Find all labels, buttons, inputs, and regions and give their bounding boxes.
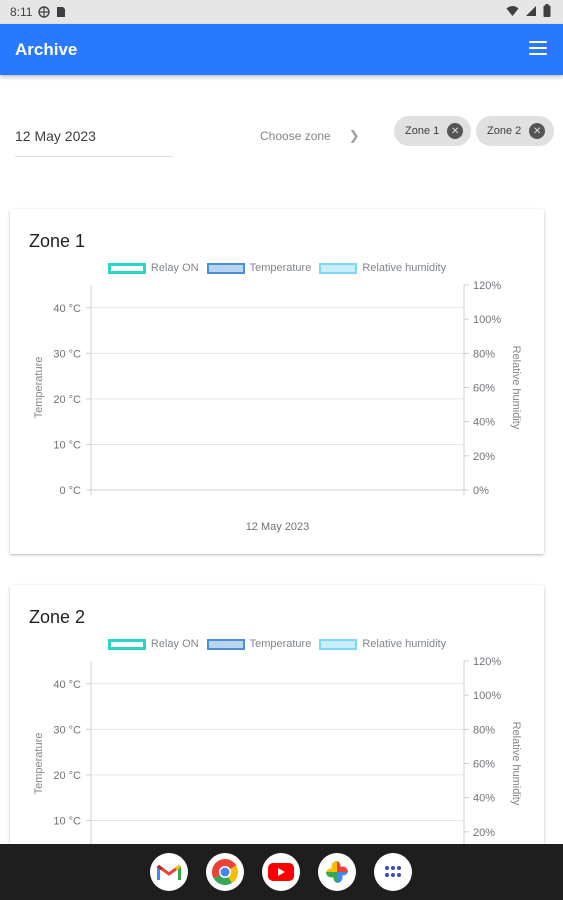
y2-tick-label: 60% <box>473 383 495 395</box>
y-tick-label: 0 °C <box>59 485 81 497</box>
legend-label: Temperature <box>249 262 312 274</box>
photos-icon[interactable] <box>318 853 356 891</box>
card-title: Zone 1 <box>29 231 86 251</box>
data-saver-icon <box>38 6 51 18</box>
card-title: Zone 2 <box>29 607 86 627</box>
zone-chart: 0 °C10 °C20 °C30 °C40 °C0%20%40%60%80%10… <box>33 656 522 873</box>
legend-label: Relative humidity <box>362 262 447 274</box>
date-value: 12 May 2023 <box>15 128 96 144</box>
zone-chip-2[interactable]: Zone 2 ✕ <box>476 116 554 146</box>
status-bar: 8:11 <box>0 0 563 24</box>
chart-legend: Relay ON Temperature Relative humidity <box>10 262 544 274</box>
chip-label: Zone 1 <box>405 125 440 137</box>
choose-zone-select[interactable]: Choose zone ❯ <box>260 128 360 144</box>
legend-label: Relay ON <box>150 262 199 274</box>
legend-item-relay[interactable]: Relay ON <box>107 262 199 274</box>
choose-zone-label: Choose zone <box>260 129 331 143</box>
relay-swatch <box>107 262 146 274</box>
y2-axis-title: Relative humidity <box>510 722 522 806</box>
y2-tick-label: 100% <box>473 690 501 702</box>
y-tick-label: 10 °C <box>53 439 81 451</box>
y2-tick-label: 20% <box>473 827 495 839</box>
zone-chart: 0 °C 10 °C 20 °C 30 °C 40 °C 0% 20% 40% 60% 80% 10… <box>33 280 522 533</box>
date-field[interactable]: 12 May 2023 <box>15 128 173 157</box>
chevron-right-icon: ❯ <box>348 128 360 143</box>
gmail-icon[interactable] <box>150 853 188 891</box>
y-tick-label: 40 °C <box>53 303 81 315</box>
y2-tick-label: 80% <box>473 348 495 360</box>
y-tick-label: 30 °C <box>53 724 81 736</box>
sim-card-icon <box>56 6 66 18</box>
y2-tick-label: 120% <box>473 280 501 292</box>
app-bar: Archive <box>0 24 563 75</box>
signal-icon <box>525 5 537 20</box>
remove-chip-icon[interactable]: ✕ <box>447 123 464 139</box>
y-tick-label: 20 °C <box>53 770 81 782</box>
y2-tick-label: 120% <box>473 656 501 668</box>
relay-swatch <box>107 638 146 650</box>
youtube-icon[interactable] <box>262 853 300 891</box>
y2-tick-label: 100% <box>473 314 501 326</box>
legend-item-humidity[interactable]: Relative humidity <box>319 638 446 650</box>
y-tick-label: 10 °C <box>53 815 81 827</box>
menu-icon-line <box>529 41 547 43</box>
y-tick-label: 20 °C <box>53 394 81 406</box>
legend-label: Relative humidity <box>362 638 447 650</box>
y2-tick-label: 0% <box>473 485 489 497</box>
legend-item-humidity[interactable]: Relative humidity <box>319 262 446 274</box>
x-tick-label: 12 May 2023 <box>246 521 310 533</box>
humidity-swatch <box>319 262 358 274</box>
y2-axis-title: Relative humidity <box>510 346 522 430</box>
page-title: Archive <box>15 39 78 59</box>
legend-item-temperature[interactable]: Temperature <box>206 638 312 650</box>
chip-label: Zone 2 <box>487 125 522 137</box>
zone-chip-1[interactable]: Zone 1 ✕ <box>394 116 471 146</box>
temperature-swatch <box>206 638 245 650</box>
menu-button[interactable] <box>529 41 547 55</box>
menu-icon-line <box>529 47 547 49</box>
chrome-icon[interactable] <box>206 853 244 891</box>
temperature-swatch <box>206 262 245 274</box>
zone-card: 0 °C10 °C20 °C30 °C40 °C0%20%40%60%80%10… <box>10 585 544 885</box>
status-time: 8:11 <box>10 5 33 19</box>
remove-chip-icon[interactable]: ✕ <box>529 123 546 139</box>
y-axis-title: Temperature <box>33 733 45 795</box>
humidity-swatch <box>319 638 358 650</box>
y2-tick-label: 60% <box>473 759 495 771</box>
legend-label: Temperature <box>249 638 312 650</box>
battery-icon <box>543 4 551 20</box>
wifi-icon <box>506 5 519 20</box>
legend-item-temperature[interactable]: Temperature <box>206 262 312 274</box>
y-tick-label: 30 °C <box>53 348 81 360</box>
zone-card: 0 °C 10 °C 20 °C 30 °C 40 °C 0% 20% 40% 60% 80% 10… <box>10 209 544 554</box>
menu-icon-line <box>529 53 547 55</box>
apps-icon[interactable] <box>374 853 412 891</box>
y2-tick-label: 40% <box>473 793 495 805</box>
y2-tick-label: 40% <box>473 417 495 429</box>
legend-item-relay[interactable]: Relay ON <box>107 638 199 650</box>
chart-legend: Relay ON Temperature Relative humidity <box>10 638 544 650</box>
legend-label: Relay ON <box>150 638 199 650</box>
y2-tick-label: 80% <box>473 724 495 736</box>
y2-tick-label: 20% <box>473 451 495 463</box>
app-dock <box>0 844 563 900</box>
y-axis-title: Temperature <box>33 357 45 419</box>
y-tick-label: 40 °C <box>53 679 81 691</box>
